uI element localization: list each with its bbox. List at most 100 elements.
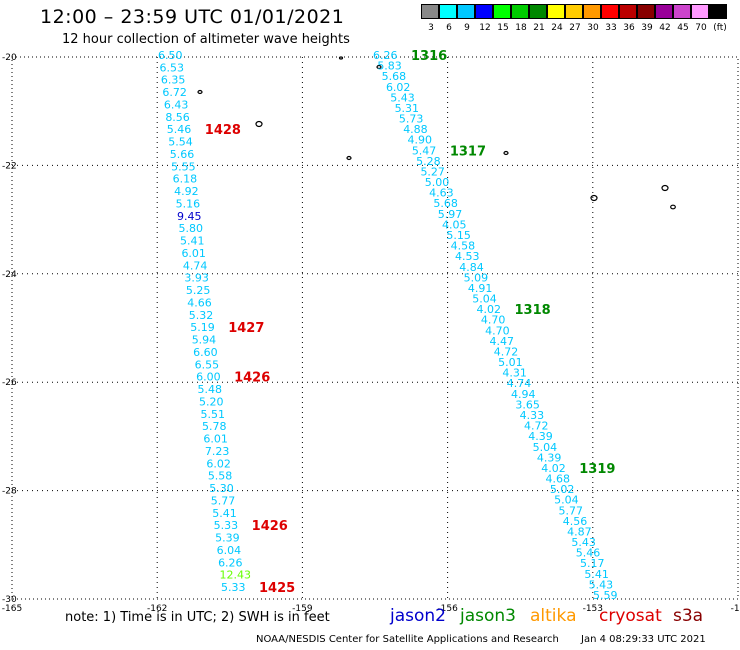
wave-height-label: 5.32: [189, 309, 214, 322]
wave-height-label: 4.39: [537, 451, 562, 464]
footnote: note: 1) Time is in UTC; 2) SWH is in fe…: [65, 610, 330, 625]
latitude-label: -28: [2, 487, 17, 497]
wave-height-label: 5.16: [176, 197, 201, 210]
pass-time-label: 1426: [234, 371, 270, 386]
wave-height-labels: 6.506.536.356.726.438.565.465.545.665.55…: [158, 49, 618, 602]
island-outline: [346, 155, 352, 161]
legend-altika: altika: [530, 606, 577, 626]
wave-height-label: 5.97: [438, 208, 463, 221]
island-outline: [376, 64, 382, 70]
wave-height-label: 5.66: [170, 148, 195, 161]
wave-height-label: 4.84: [459, 261, 484, 274]
wave-height-label: 4.74: [507, 377, 531, 390]
wave-height-label: 6.72: [162, 86, 187, 99]
scale-swatch: [655, 4, 673, 19]
legend-cryosat: cryosat: [599, 606, 662, 626]
wave-height-label: 4.39: [528, 430, 553, 443]
page-title: 12:00 – 23:59 UTC 01/01/2021: [40, 6, 345, 28]
wave-height-label: 4.02: [477, 303, 502, 316]
wave-height-label: 6.02: [386, 81, 411, 94]
wave-height-label: 5.33: [214, 519, 239, 532]
wave-height-label: 5.19: [190, 321, 215, 334]
wave-height-label: 4.90: [408, 134, 433, 147]
scale-label: 18: [515, 23, 527, 33]
latitude-label: -26: [2, 378, 17, 388]
wave-height-label: 12.43: [220, 569, 252, 582]
pass-time-label: 1319: [579, 462, 615, 477]
wave-height-label: 5.00: [425, 176, 450, 189]
scale-label: 30: [587, 23, 599, 33]
island-outline: [590, 194, 598, 202]
island-outline: [670, 204, 676, 210]
wave-height-label: 5.48: [198, 383, 223, 396]
wave-height-label: 5.27: [420, 165, 445, 178]
wave-height-label: 7.23: [205, 445, 230, 458]
wave-height-label: 4.92: [174, 185, 199, 198]
wave-height-label: 5.46: [576, 547, 601, 560]
wave-height-label: 5.04: [554, 494, 579, 507]
wave-height-label: 5.94: [192, 334, 217, 347]
longitude-label: -159: [292, 604, 313, 614]
scale-swatch: [583, 4, 601, 19]
wave-height-label: 3.65: [515, 398, 540, 411]
wave-height-label: 6.01: [203, 433, 228, 446]
scale-label: 3: [428, 23, 434, 33]
wave-height-label: 6.60: [193, 346, 218, 359]
wave-height-label: 5.15: [446, 229, 471, 242]
wave-height-label: 5.25: [186, 284, 211, 297]
pass-time-label: 1318: [515, 303, 551, 318]
wave-height-label: 5.80: [179, 222, 204, 235]
wave-height-label: 6.35: [161, 74, 186, 87]
scale-swatch: [547, 4, 565, 19]
wave-height-label: 5.59: [593, 589, 618, 602]
axis-labels: -165 -162 -159 -156 -153 -15 -20 -22 -24 -26 -28 -3…: [2, 53, 740, 614]
latitude-label: -20: [2, 53, 17, 63]
wave-height-label: 5.17: [580, 557, 605, 570]
scale-label: 42: [659, 23, 671, 33]
island-outline: [661, 184, 669, 192]
wave-height-label: 4.72: [494, 345, 519, 358]
wave-height-label: 6.04: [217, 544, 242, 557]
wave-height-label: 4.53: [455, 250, 480, 263]
footer-timestamp: Jan 4 08:29:33 UTC 2021: [581, 634, 706, 645]
wave-height-label: 6.00: [196, 371, 221, 384]
wave-height-label: 6.26: [373, 49, 398, 62]
scale-swatch: [439, 4, 457, 19]
wave-height-label: 6.43: [164, 98, 189, 111]
wave-height-label: 5.31: [395, 102, 420, 115]
longitude-label: -156: [437, 604, 458, 614]
scale-label: 39: [641, 23, 653, 33]
wave-height-label: 5.51: [200, 408, 225, 421]
legend-s3a: s3a: [673, 606, 704, 626]
pass-time-label: 1428: [205, 123, 241, 138]
wave-height-label: 5.30: [209, 482, 234, 495]
island-outline: [503, 150, 509, 156]
wave-height-label: 5.83: [377, 60, 402, 73]
wave-height-label: 5.78: [202, 420, 227, 433]
wave-height-label: 4.91: [468, 282, 493, 295]
wave-height-label: 6.26: [218, 556, 243, 569]
wave-height-label: 6.55: [195, 358, 220, 371]
wave-height-label: 8.56: [165, 111, 190, 124]
island-outline: [197, 89, 203, 95]
scale-swatch: [493, 4, 511, 19]
wave-height-label: 4.72: [524, 420, 549, 433]
wave-height-label: 5.43: [390, 91, 415, 104]
islands: [197, 56, 676, 210]
latitude-label: -22: [2, 161, 17, 171]
wave-height-label: 5.55: [171, 160, 196, 173]
scale-swatch: [691, 4, 709, 19]
scale-swatch: [637, 4, 655, 19]
wave-height-label: 4.94: [511, 388, 535, 401]
scale-label: 6: [446, 23, 452, 33]
scale-swatch: [619, 4, 637, 19]
wave-height-label: 5.54: [168, 136, 193, 149]
scale-swatch: [709, 4, 727, 19]
scale-unit: (ft): [713, 23, 727, 33]
scale-swatch: [457, 4, 475, 19]
wave-height-label: 4.66: [187, 296, 212, 309]
wave-height-label: 4.33: [520, 409, 545, 422]
pass-time-label: 1427: [228, 321, 264, 336]
wave-height-label: 4.56: [563, 515, 588, 528]
wave-height-label: 5.39: [215, 532, 240, 545]
